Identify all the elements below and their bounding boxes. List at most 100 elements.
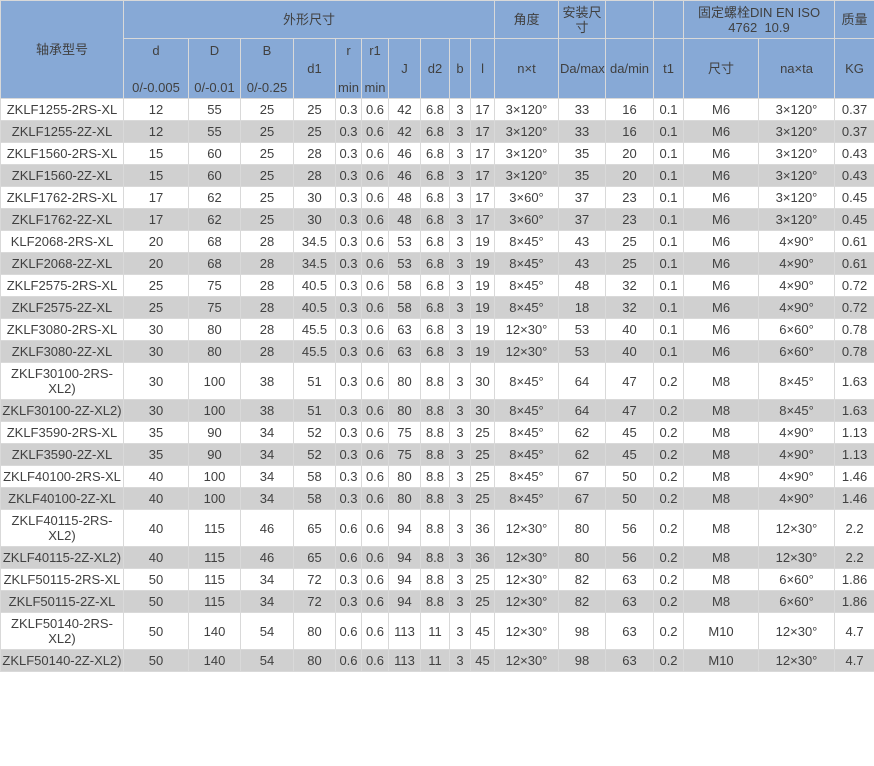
value-cell: 6.8 xyxy=(420,186,450,209)
model-cell: ZKLF3590-2Z-XL xyxy=(0,443,124,466)
value-cell: 0.2 xyxy=(653,362,685,400)
value-cell: 12×30° xyxy=(494,546,560,569)
value-cell: 3×60° xyxy=(494,186,560,209)
value-cell: 52 xyxy=(293,421,336,444)
table-row: ZKLF1762-2Z-XL 17 62 25 30 0.3 0.6 48 6.8 3 17 3×60… xyxy=(0,208,874,231)
value-cell: 0.1 xyxy=(653,164,685,187)
value-cell: 20 xyxy=(123,252,189,275)
value-cell: 3 xyxy=(449,296,471,319)
value-cell: 75 xyxy=(388,421,421,444)
header-group-row: 轴承型号 外形尺寸 角度 安装尺寸 固定螺栓DIN EN ISO 4762 10… xyxy=(0,0,874,99)
value-cell: 0.6 xyxy=(361,208,389,231)
table-row: ZKLF40100-2RS-XL 40 100 34 58 0.3 0.6 80 8.8 3 25 8… xyxy=(0,465,874,488)
value-cell: 4×90° xyxy=(758,230,836,253)
value-cell: 8.8 xyxy=(420,568,450,591)
model-cell: ZKLF50115-2Z-XL xyxy=(0,590,124,613)
value-cell: 0.3 xyxy=(335,208,362,231)
value-cell: 1.86 xyxy=(834,568,874,591)
value-cell: 58 xyxy=(388,296,421,319)
value-cell: 0.1 xyxy=(653,296,685,319)
value-cell: 0.1 xyxy=(653,186,685,209)
value-cell: 8×45° xyxy=(758,362,836,400)
value-cell: 0.3 xyxy=(335,252,362,275)
value-cell: 100 xyxy=(188,465,241,488)
value-cell: 30 xyxy=(469,399,496,422)
table-row: ZKLF2575-2Z-XL 25 75 28 40.5 0.3 0.6 58 6.8 3 19 8×… xyxy=(0,296,874,319)
value-cell: M6 xyxy=(683,296,760,319)
value-cell: 25 xyxy=(240,98,294,121)
value-cell: 58 xyxy=(293,487,336,510)
value-cell: 17 xyxy=(123,186,189,209)
value-cell: 0.1 xyxy=(653,142,685,165)
value-cell: 3 xyxy=(449,186,471,209)
table-row: ZKLF30100-2RS-XL2) 30 100 38 51 0.3 0.6 80 8.8 3 3… xyxy=(0,362,874,400)
value-cell: 30 xyxy=(469,362,496,400)
value-cell: 0.6 xyxy=(361,274,389,297)
value-cell: M8 xyxy=(683,399,760,422)
value-cell: 0.6 xyxy=(335,649,362,672)
value-cell: 25 xyxy=(469,443,496,466)
col-header-b: b xyxy=(449,38,471,99)
group-header-dimensions: 外形尺寸 xyxy=(122,0,496,39)
value-cell: 0.2 xyxy=(653,612,685,650)
value-cell: 0.45 xyxy=(834,208,874,231)
value-cell: 45 xyxy=(605,421,655,444)
value-cell: 25 xyxy=(240,120,294,143)
col-tolerance-D: 0/-0.01 xyxy=(194,79,235,95)
value-cell: 80 xyxy=(388,399,421,422)
value-cell: 40 xyxy=(123,487,189,510)
value-cell: 38 xyxy=(240,362,294,400)
value-cell: 140 xyxy=(188,649,241,672)
value-cell: M6 xyxy=(683,98,760,121)
value-cell: 0.6 xyxy=(361,399,389,422)
value-cell: 17 xyxy=(469,120,496,143)
value-cell: 0.6 xyxy=(361,120,389,143)
value-cell: 0.6 xyxy=(361,340,389,363)
value-cell: 12×30° xyxy=(758,649,836,672)
value-cell: 28 xyxy=(240,274,294,297)
value-cell: 6×60° xyxy=(758,318,836,341)
col-label-d: d xyxy=(152,42,160,58)
value-cell: 113 xyxy=(388,612,421,650)
value-cell: 3 xyxy=(449,487,471,510)
value-cell: 3 xyxy=(449,443,471,466)
group-header-blank-t1 xyxy=(653,0,685,39)
value-cell: 12×30° xyxy=(494,590,560,613)
value-cell: 3 xyxy=(449,274,471,297)
value-cell: 72 xyxy=(293,568,336,591)
group-header-angle: 角度 xyxy=(494,0,560,39)
col-header-B: B 0/-0.25 xyxy=(240,38,294,99)
value-cell: 50 xyxy=(123,590,189,613)
model-cell: ZKLF50115-2RS-XL xyxy=(0,568,124,591)
value-cell: 46 xyxy=(388,142,421,165)
value-cell: 0.1 xyxy=(653,252,685,275)
value-cell: 28 xyxy=(293,142,336,165)
value-cell: 8.8 xyxy=(420,421,450,444)
value-cell: 0.45 xyxy=(834,186,874,209)
value-cell: 1.86 xyxy=(834,590,874,613)
value-cell: 68 xyxy=(188,252,241,275)
value-cell: 3 xyxy=(449,120,471,143)
value-cell: 12×30° xyxy=(758,509,836,547)
value-cell: 0.3 xyxy=(335,421,362,444)
table-header: 轴承型号 外形尺寸 角度 安装尺寸 固定螺栓DIN EN ISO 4762 10… xyxy=(0,0,874,99)
value-cell: 28 xyxy=(240,252,294,275)
value-cell: 115 xyxy=(188,509,241,547)
value-cell: 0.2 xyxy=(653,465,685,488)
value-cell: 3 xyxy=(449,208,471,231)
value-cell: M6 xyxy=(683,230,760,253)
value-cell: 6.8 xyxy=(420,274,450,297)
value-cell: 48 xyxy=(558,274,607,297)
col-header-d: d 0/-0.005 xyxy=(123,38,189,99)
value-cell: 12 xyxy=(123,98,189,121)
value-cell: 40.5 xyxy=(293,296,336,319)
value-cell: 0.2 xyxy=(653,649,685,672)
value-cell: 90 xyxy=(188,421,241,444)
value-cell: 25 xyxy=(605,252,655,275)
value-cell: 37 xyxy=(558,208,607,231)
value-cell: 65 xyxy=(293,546,336,569)
value-cell: 17 xyxy=(469,164,496,187)
value-cell: 6.8 xyxy=(420,252,450,275)
col-header-model: 轴承型号 xyxy=(0,0,124,99)
value-cell: 8.8 xyxy=(420,443,450,466)
